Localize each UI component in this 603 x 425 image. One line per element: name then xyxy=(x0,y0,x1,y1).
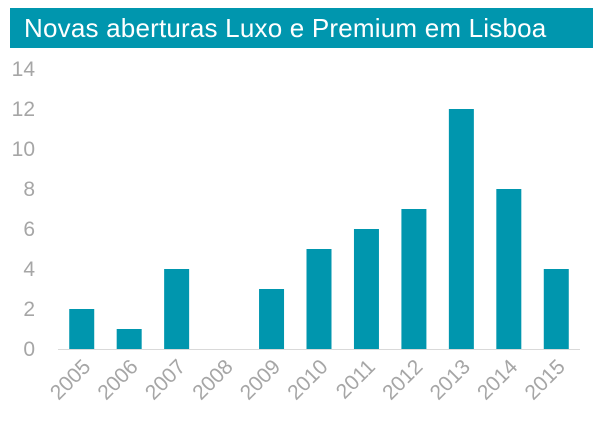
bar-2006 xyxy=(116,329,142,349)
chart-title: Novas aberturas Luxo e Premium em Lisboa xyxy=(24,12,547,43)
bars-group xyxy=(69,109,569,349)
y-tick-label: 0 xyxy=(23,338,35,361)
x-tick-label: 2012 xyxy=(378,355,427,404)
y-tick-label: 12 xyxy=(12,98,35,121)
x-tick-label: 2008 xyxy=(188,355,237,404)
y-tick-label: 8 xyxy=(23,178,35,201)
bar-2005 xyxy=(69,309,95,349)
chart-title-bar: Novas aberturas Luxo e Premium em Lisboa xyxy=(10,8,593,48)
x-tick-label: 2010 xyxy=(283,355,332,404)
y-tick-label: 2 xyxy=(23,298,35,321)
y-tick-label: 10 xyxy=(12,138,35,161)
x-tick-label: 2013 xyxy=(426,355,475,404)
x-tick-label: 2014 xyxy=(473,355,523,405)
bar-2009 xyxy=(259,289,285,349)
x-tick-label: 2011 xyxy=(332,355,380,403)
bar-2011 xyxy=(353,229,379,349)
x-tick-label: 2009 xyxy=(236,355,285,404)
y-axis-ticks: 0 2 4 6 8 10 12 14 xyxy=(12,58,36,361)
bar-2010 xyxy=(306,249,332,349)
x-tick-label: 2006 xyxy=(93,355,142,404)
y-tick-label: 4 xyxy=(23,258,35,281)
y-tick-label: 14 xyxy=(12,58,36,81)
y-tick-label: 6 xyxy=(23,218,35,241)
x-tick-label: 2007 xyxy=(141,355,190,404)
bar-2007 xyxy=(164,269,190,349)
x-tick-label: 2015 xyxy=(521,355,570,404)
bar-2015 xyxy=(543,269,569,349)
bar-2014 xyxy=(496,189,522,349)
bar-2012 xyxy=(401,209,427,349)
x-tick-label: 2005 xyxy=(46,355,95,404)
bar-2013 xyxy=(448,109,474,349)
